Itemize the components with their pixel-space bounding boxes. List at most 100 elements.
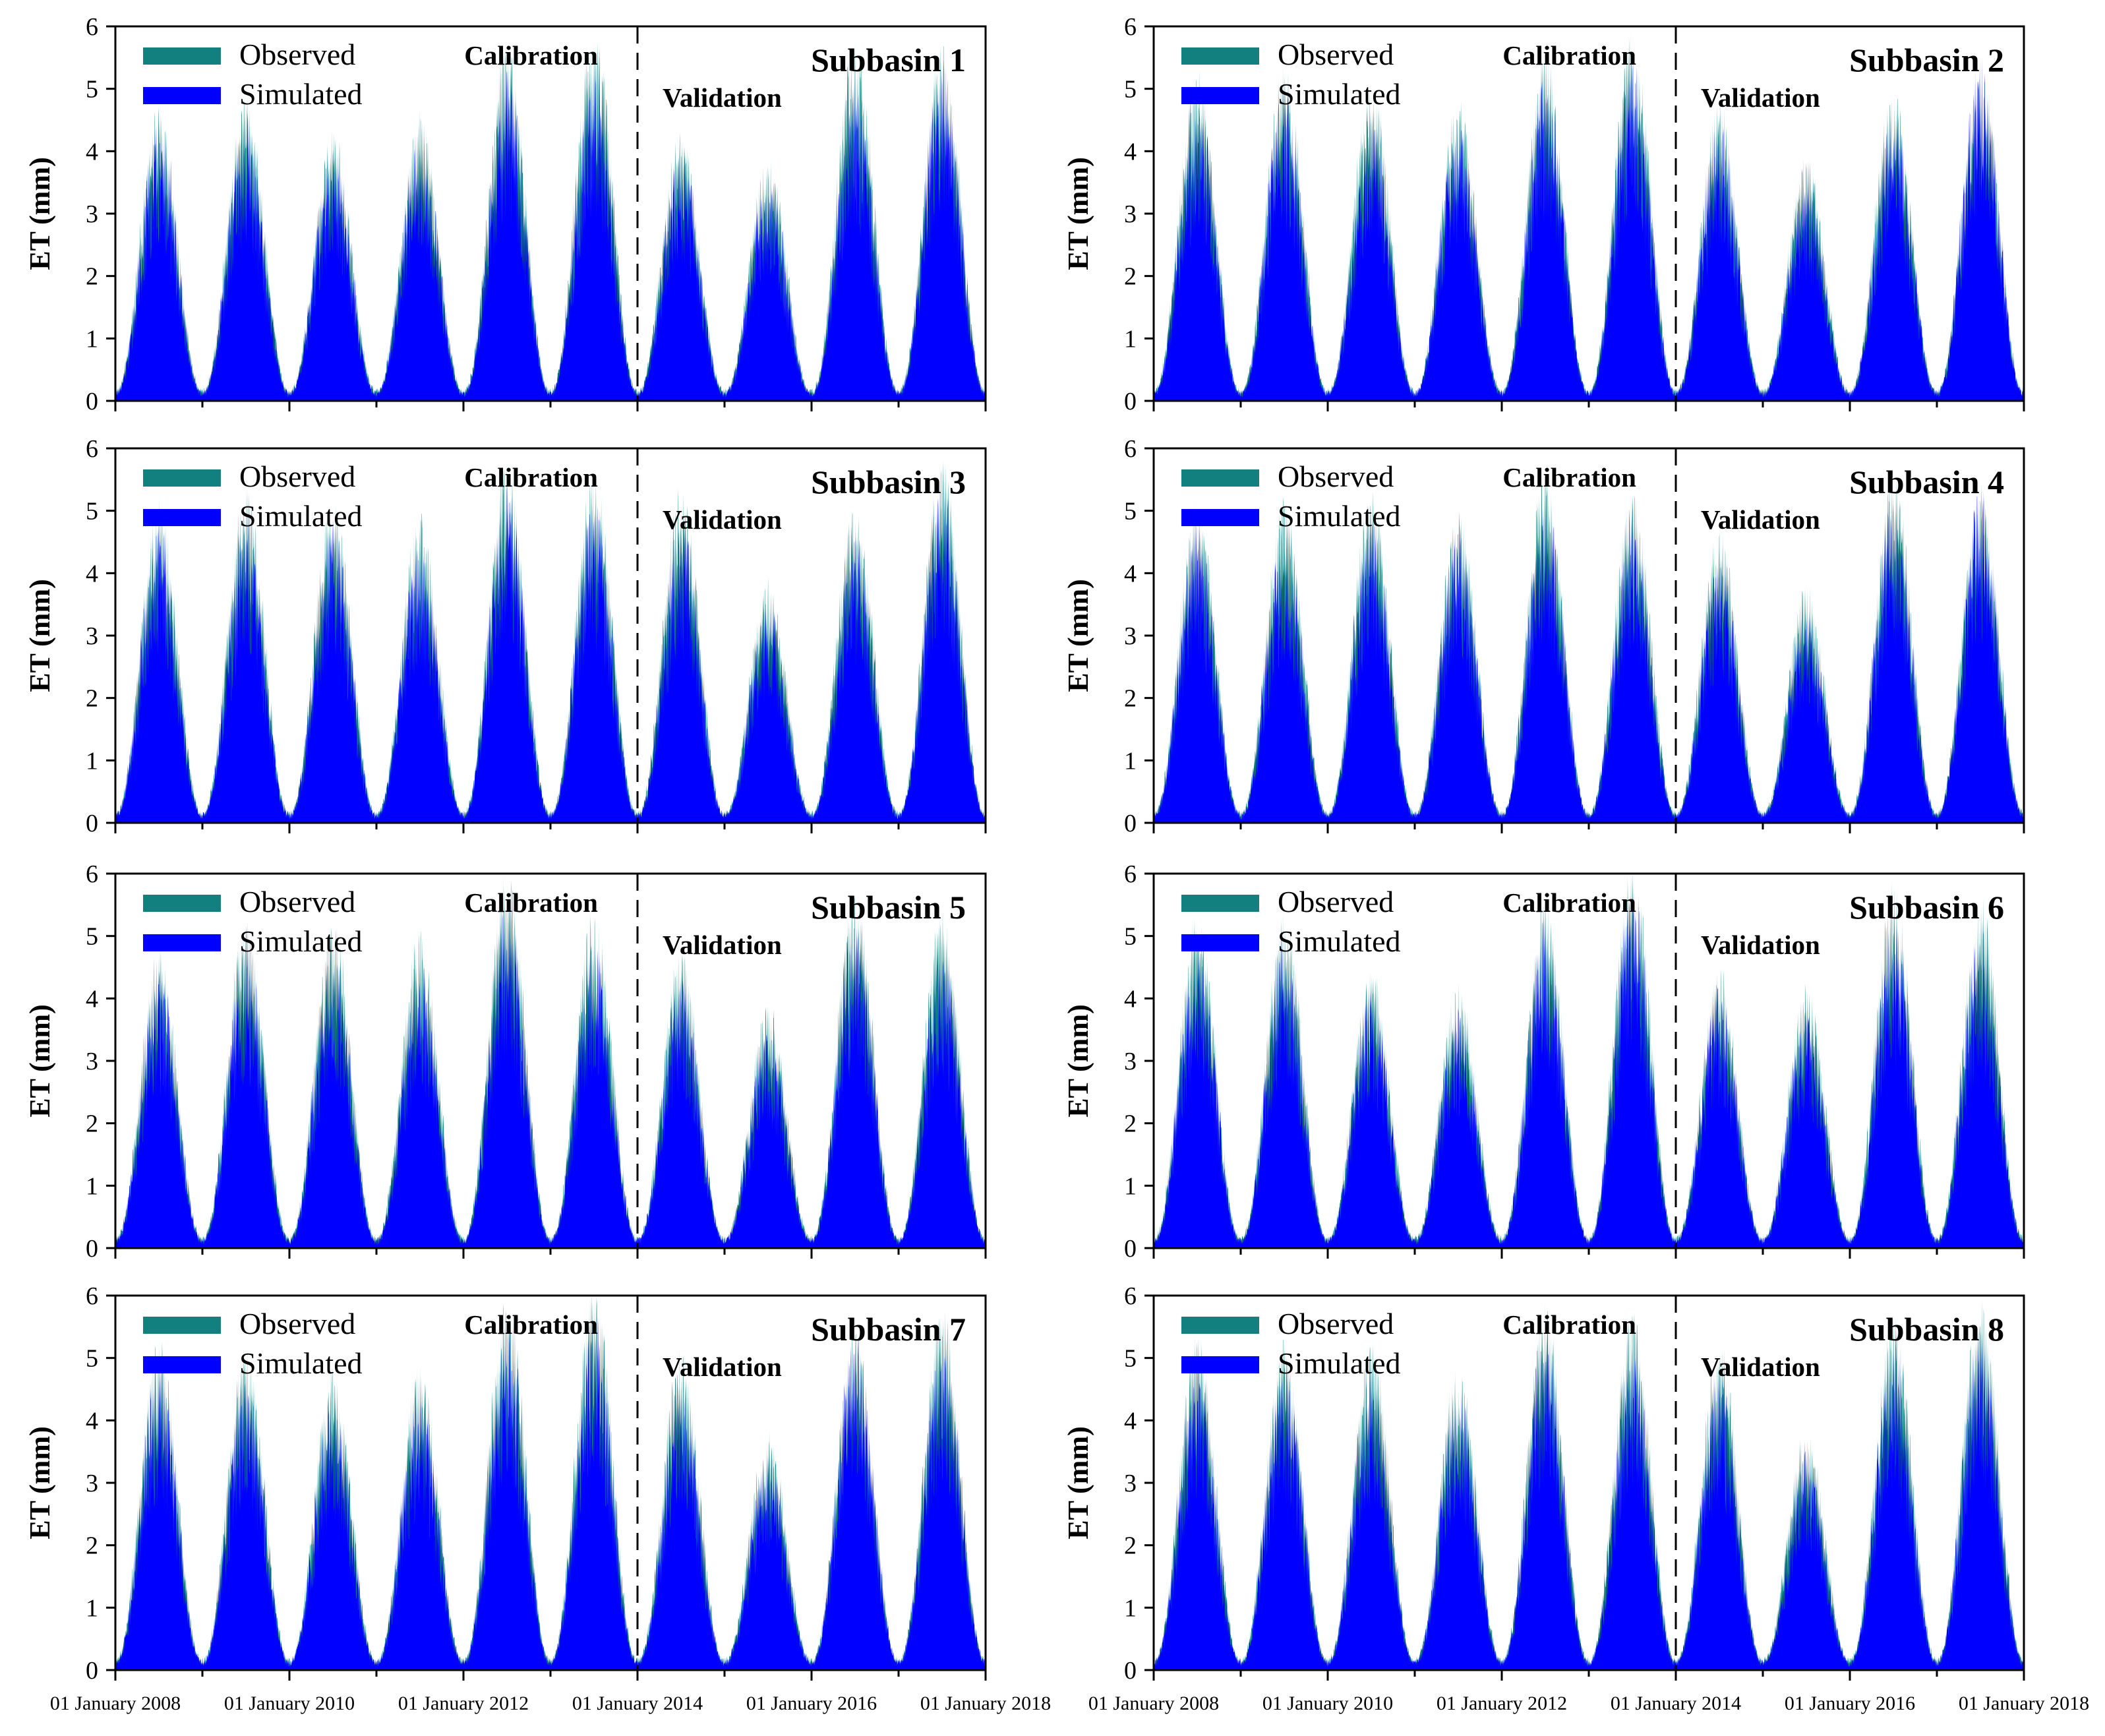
panel-subbasin-7: 0 1 2 3 4 5 6 ET (mm) Subbasin 7 Calibration Valid…: [24, 1282, 1051, 1714]
y-tick-label: 5: [86, 76, 98, 104]
legend-label-simulated: Simulated: [239, 924, 363, 958]
y-tick-label: 0: [86, 1235, 98, 1263]
y-axis-label: ET (mm): [1062, 579, 1094, 692]
panel-subbasin-1: 0 1 2 3 4 5 6 ET (mm) Subbasin 1 Calibration Valid…: [24, 13, 987, 415]
panel-subbasin-4: 0 1 2 3 4 5 6 ET (mm) Subbasin 4 Calibration Valid…: [1062, 435, 2025, 837]
x-tick-label: 01 January 2008: [50, 1692, 181, 1714]
y-tick-label: 2: [86, 263, 98, 291]
legend-swatch-observed: [1181, 469, 1259, 487]
legend: Observed Simulated: [143, 885, 363, 958]
legend-swatch-observed: [1181, 1317, 1259, 1334]
calibration-label: Calibration: [464, 1309, 598, 1340]
y-tick-label: 1: [86, 325, 98, 353]
y-tick-label: 3: [1124, 200, 1137, 228]
series-simulated-area: [1154, 1330, 2024, 1670]
y-tick-label: 6: [86, 860, 98, 888]
legend-swatch-simulated: [143, 1356, 221, 1373]
legend-swatch-observed: [143, 469, 221, 487]
calibration-label: Calibration: [464, 887, 598, 918]
series-simulated-area: [115, 482, 986, 823]
panel-subbasin-2: 0 1 2 3 4 5 6 ET (mm) Subbasin 2 Calibration Valid…: [1062, 13, 2025, 415]
legend: Observed Simulated: [143, 460, 363, 533]
legend-label-simulated: Simulated: [1278, 77, 1401, 111]
y-tick-label: 3: [86, 1048, 98, 1075]
legend-label-observed: Observed: [1278, 460, 1394, 493]
legend-label-simulated: Simulated: [1278, 1346, 1401, 1380]
y-axis-label: ET (mm): [1062, 157, 1094, 270]
validation-label: Validation: [1701, 930, 1820, 960]
y-tick-label: 6: [86, 435, 98, 463]
y-tick-label: 5: [1124, 1345, 1137, 1373]
legend-swatch-simulated: [1181, 87, 1259, 104]
y-tick-label: 2: [1124, 1532, 1137, 1560]
y-tick-label: 4: [1124, 560, 1137, 587]
calibration-label: Calibration: [464, 462, 598, 493]
y-tick-label: 5: [86, 498, 98, 525]
validation-label: Validation: [663, 930, 782, 960]
legend-swatch-observed: [1181, 47, 1259, 65]
x-tick-label: 01 January 2014: [1611, 1692, 1741, 1714]
legend-swatch-simulated: [143, 87, 221, 104]
y-axis-label: ET (mm): [1062, 1004, 1094, 1118]
legend: Observed Simulated: [1181, 885, 1401, 958]
legend-label-observed: Observed: [1278, 885, 1394, 918]
legend-label-observed: Observed: [239, 38, 355, 71]
panel-subbasin-5: 0 1 2 3 4 5 6 ET (mm) Subbasin 5 Calibration Valid…: [24, 860, 987, 1263]
legend-swatch-observed: [143, 47, 221, 65]
legend-swatch-simulated: [1181, 934, 1259, 951]
x-tick-label: 01 January 2012: [398, 1692, 529, 1714]
legend: Observed Simulated: [1181, 1307, 1401, 1380]
y-tick-label: 2: [1124, 263, 1137, 291]
y-tick-label: 0: [1124, 810, 1137, 837]
y-tick-label: 4: [86, 1407, 98, 1435]
panel-title: Subbasin 4: [1849, 464, 2004, 500]
y-tick-label: 5: [1124, 923, 1137, 951]
panel-title: Subbasin 1: [811, 42, 966, 78]
x-tick-label: 01 January 2012: [1437, 1692, 1567, 1714]
y-tick-label: 4: [1124, 138, 1137, 165]
legend-label-simulated: Simulated: [239, 77, 363, 111]
y-tick-label: 0: [86, 810, 98, 837]
y-tick-label: 1: [1124, 325, 1137, 353]
legend-swatch-observed: [143, 1317, 221, 1334]
y-tick-label: 3: [1124, 622, 1137, 650]
y-tick-label: 6: [86, 1282, 98, 1310]
validation-label: Validation: [1701, 504, 1820, 535]
x-tick-label: 01 January 2014: [572, 1692, 703, 1714]
y-tick-label: 3: [1124, 1048, 1137, 1075]
y-axis-label: ET (mm): [1062, 1426, 1094, 1540]
series-simulated-area: [115, 59, 986, 401]
legend-label-simulated: Simulated: [239, 499, 363, 533]
y-tick-label: 1: [1124, 747, 1137, 775]
y-tick-label: 0: [1124, 388, 1137, 415]
legend: Observed Simulated: [143, 38, 363, 111]
calibration-label: Calibration: [1502, 462, 1636, 493]
panel-subbasin-8: 0 1 2 3 4 5 6 ET (mm) Subbasin 8 Calibration Valid…: [1062, 1282, 2089, 1714]
calibration-label: Calibration: [1502, 1309, 1636, 1340]
legend-label-observed: Observed: [1278, 38, 1394, 71]
y-tick-label: 3: [86, 1470, 98, 1497]
y-tick-label: 4: [86, 560, 98, 587]
series-simulated-area: [1154, 490, 2024, 823]
y-tick-label: 0: [1124, 1235, 1137, 1263]
legend: Observed Simulated: [143, 1307, 363, 1380]
legend-label-simulated: Simulated: [1278, 499, 1401, 533]
y-tick-label: 3: [86, 200, 98, 228]
y-tick-label: 5: [86, 923, 98, 951]
validation-label: Validation: [663, 1352, 782, 1382]
y-tick-label: 4: [86, 138, 98, 165]
legend-label-simulated: Simulated: [1278, 924, 1401, 958]
y-tick-label: 6: [1124, 13, 1137, 41]
legend-swatch-simulated: [1181, 509, 1259, 526]
y-tick-label: 3: [86, 622, 98, 650]
panel-title: Subbasin 2: [1849, 42, 2004, 78]
y-tick-label: 6: [1124, 860, 1137, 888]
legend-swatch-simulated: [1181, 1356, 1259, 1373]
y-tick-label: 4: [1124, 1407, 1137, 1435]
y-tick-label: 4: [1124, 985, 1137, 1013]
y-tick-label: 0: [86, 1657, 98, 1685]
y-tick-label: 5: [1124, 76, 1137, 104]
y-tick-label: 6: [1124, 435, 1137, 463]
x-tick-label: 01 January 2008: [1088, 1692, 1219, 1714]
